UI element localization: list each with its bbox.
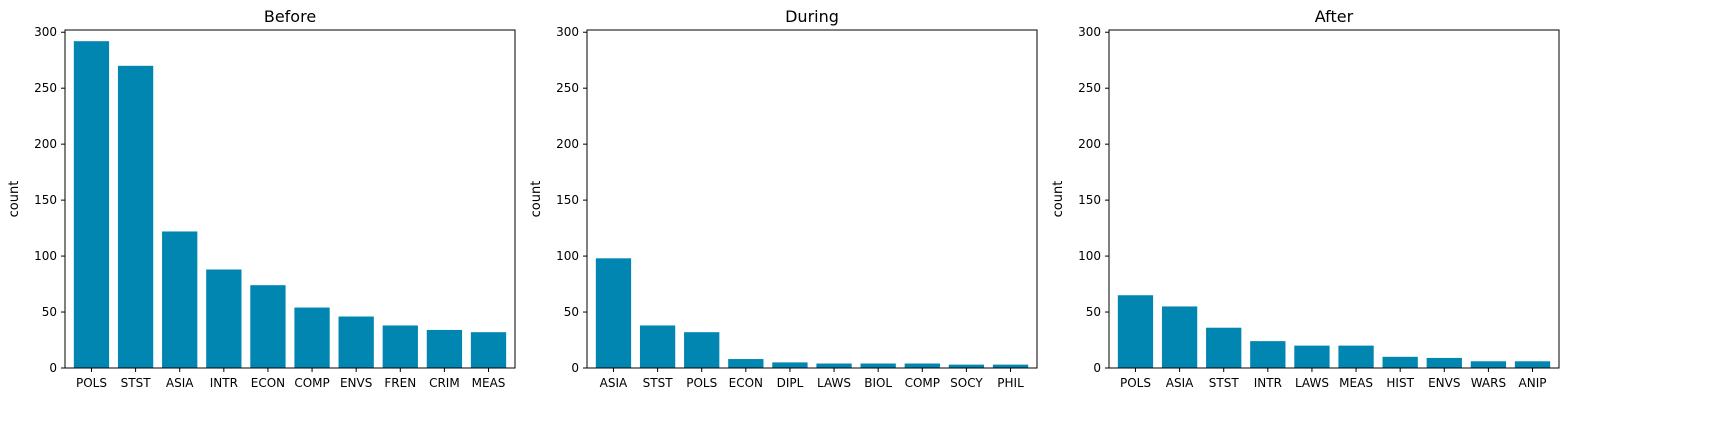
bar-intr [1250, 341, 1286, 368]
y-tick-label: 0 [571, 361, 579, 375]
x-tick-label: ENVS [1428, 376, 1460, 390]
bar-stst [639, 325, 676, 368]
bar-asia [595, 258, 632, 368]
bar-hist [1382, 356, 1418, 368]
bar-econ [728, 359, 764, 368]
x-tick-label: POLS [76, 376, 107, 390]
x-tick-label: FREN [384, 376, 416, 390]
chart-title: Before [264, 7, 316, 26]
x-tick-label: MEAS [1339, 376, 1373, 390]
y-tick-label: 200 [556, 137, 579, 151]
x-tick-label: STST [1209, 376, 1240, 390]
y-axis-label: count [1051, 181, 1066, 218]
bar-meas [1338, 345, 1374, 368]
x-tick-label: ECON [251, 376, 285, 390]
bar-intr [206, 269, 242, 368]
x-tick-label: POLS [1120, 376, 1151, 390]
bar-biol [860, 363, 896, 368]
bar-laws [1294, 345, 1330, 368]
bar-econ [250, 285, 286, 368]
bar-asia [1161, 306, 1198, 368]
x-tick-label: ANIP [1519, 376, 1547, 390]
bar-laws [816, 363, 852, 368]
bar-pols [73, 41, 110, 368]
x-tick-label: STST [121, 376, 152, 390]
chart-title: After [1315, 7, 1354, 26]
bar-pols [1117, 295, 1154, 368]
bar-meas [470, 332, 507, 368]
bar-comp [294, 307, 330, 368]
chart-title: During [785, 7, 839, 26]
bar-crim [426, 329, 463, 368]
x-tick-label: DIPL [777, 376, 804, 390]
x-tick-label: ASIA [600, 376, 628, 390]
x-tick-label: COMP [294, 376, 329, 390]
x-tick-label: COMP [905, 376, 940, 390]
x-tick-label: LAWS [1295, 376, 1329, 390]
bar-stst [117, 65, 154, 368]
x-tick-label: ASIA [1166, 376, 1194, 390]
y-axis-label: count [529, 181, 544, 218]
x-tick-label: ASIA [166, 376, 194, 390]
bar-phil [992, 364, 1029, 368]
x-tick-label: CRIM [429, 376, 460, 390]
y-tick-label: 0 [49, 361, 57, 375]
axes-frame [1108, 29, 1560, 369]
y-tick-label: 50 [564, 305, 579, 319]
bar-envs [338, 316, 374, 368]
x-tick-label: INTR [210, 376, 238, 390]
bar-anip [1514, 361, 1551, 368]
bar-wars [1470, 361, 1507, 368]
x-tick-label: LAWS [817, 376, 851, 390]
y-tick-label: 100 [556, 249, 579, 263]
x-tick-label: ECON [729, 376, 763, 390]
x-tick-label: PHIL [997, 376, 1024, 390]
y-tick-label: 200 [34, 137, 57, 151]
x-tick-label: MEAS [472, 376, 506, 390]
x-tick-label: SOCY [950, 376, 983, 390]
y-tick-label: 150 [556, 193, 579, 207]
chart-panel-0: POLS STST ASIA INTR ECON COMP ENVS FREN CRIM MEAS… [7, 7, 516, 390]
y-axis-label: count [7, 181, 22, 218]
bar-envs [1426, 357, 1462, 368]
bar-asia [162, 231, 198, 368]
y-tick-label: 250 [34, 81, 57, 95]
x-tick-label: INTR [1254, 376, 1282, 390]
y-tick-label: 250 [556, 81, 579, 95]
y-tick-label: 150 [1078, 193, 1101, 207]
y-tick-label: 0 [1093, 361, 1101, 375]
x-tick-label: POLS [686, 376, 717, 390]
y-tick-label: 200 [1078, 137, 1101, 151]
x-tick-label: STST [643, 376, 674, 390]
chart-panel-2: POLS ASIA STST INTR LAWS MEAS HIST ENVS WARS ANIP… [1051, 7, 1560, 390]
x-tick-label: WARS [1471, 376, 1506, 390]
x-tick-label: BIOL [864, 376, 892, 390]
bar-fren [382, 325, 418, 368]
y-tick-label: 100 [34, 249, 57, 263]
bar-socy [948, 364, 985, 368]
x-tick-label: HIST [1386, 376, 1414, 390]
y-tick-label: 150 [34, 193, 57, 207]
y-tick-label: 50 [1086, 305, 1101, 319]
y-tick-label: 100 [1078, 249, 1101, 263]
y-tick-label: 300 [1078, 25, 1101, 39]
bar-pols [684, 332, 720, 368]
x-tick-label: ENVS [340, 376, 372, 390]
y-tick-label: 50 [42, 305, 57, 319]
axes-frame [586, 29, 1038, 369]
y-tick-label: 300 [556, 25, 579, 39]
bar-stst [1206, 327, 1242, 368]
axes-frame [64, 29, 516, 369]
bar-comp [904, 363, 940, 368]
y-tick-label: 300 [34, 25, 57, 39]
y-tick-label: 250 [1078, 81, 1101, 95]
bar-dipl [772, 362, 808, 368]
chart-panel-1: ASIA STST POLS ECON DIPL LAWS BIOL COMP SOCY PHIL… [529, 7, 1038, 390]
